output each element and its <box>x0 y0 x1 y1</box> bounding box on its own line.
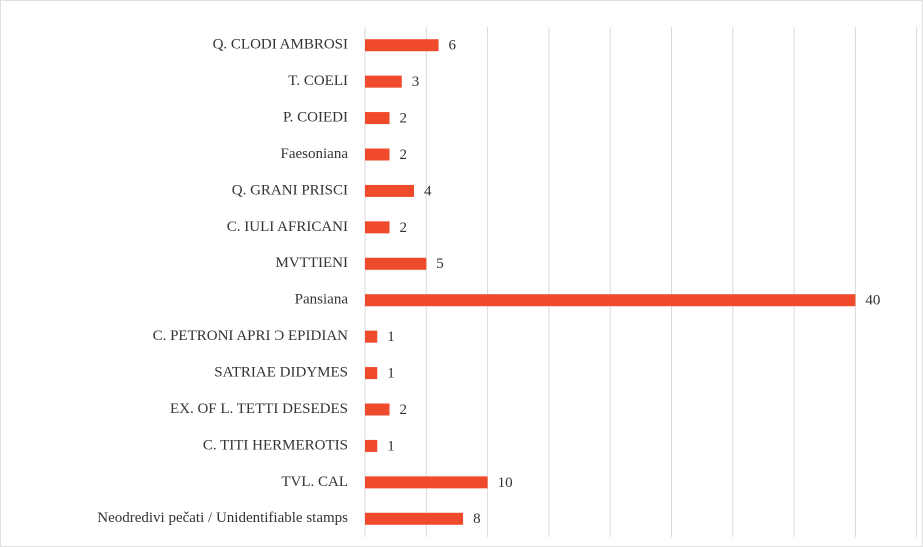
bar <box>365 75 402 88</box>
value-label: 40 <box>865 293 880 309</box>
value-label: 6 <box>449 38 457 54</box>
value-label: 5 <box>436 256 444 272</box>
value-label: 2 <box>400 220 408 236</box>
value-label: 2 <box>400 111 408 127</box>
bar <box>365 184 415 197</box>
category-label: Faesoniana <box>281 146 349 162</box>
category-label: MVTTIENI <box>276 255 348 271</box>
bar <box>365 112 390 125</box>
bar <box>365 439 378 452</box>
category-label: P. COIEDI <box>283 110 348 126</box>
category-label: Pansiana <box>295 292 349 308</box>
bar <box>365 257 427 270</box>
bar <box>365 367 378 380</box>
category-label: EX. OF L. TETTI DESEDES <box>170 401 348 417</box>
category-label: Q. CLODI AMBROSI <box>213 37 348 53</box>
bar <box>365 512 464 525</box>
category-label: T. COELI <box>288 73 348 89</box>
bar <box>365 403 390 416</box>
value-label: 4 <box>424 183 432 199</box>
category-label: C. IULI AFRICANI <box>227 219 348 235</box>
category-label: TVL. CAL <box>281 474 348 490</box>
bar <box>365 39 439 52</box>
category-label: C. TITI HERMEROTIS <box>203 437 348 453</box>
bar <box>365 294 856 307</box>
value-label: 2 <box>400 147 408 163</box>
category-label: Q. GRANI PRISCI <box>232 182 348 198</box>
bar <box>365 221 390 234</box>
value-label: 2 <box>400 402 408 418</box>
bar <box>365 476 488 489</box>
value-label: 3 <box>412 74 420 90</box>
category-label: Neodredivi pečati / Unidentifiable stamp… <box>97 510 348 526</box>
value-label: 1 <box>387 438 395 454</box>
value-label: 1 <box>387 366 395 382</box>
value-label: 8 <box>473 511 481 527</box>
bar <box>365 330 378 343</box>
category-label: C. PETRONI APRI Ɔ EPIDIAN <box>153 328 349 344</box>
category-label: SATRIAE DIDYMES <box>214 365 348 381</box>
value-label: 10 <box>498 475 513 491</box>
value-label: 1 <box>387 329 395 345</box>
bar <box>365 148 390 161</box>
